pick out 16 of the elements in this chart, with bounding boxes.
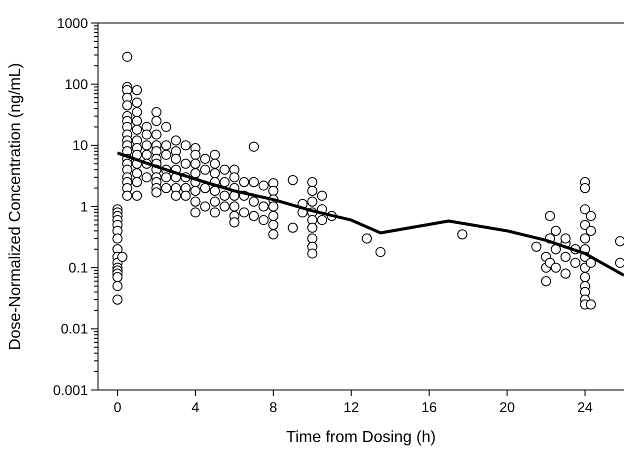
x-tick-label: 8: [269, 399, 278, 415]
x-tick-label: 24: [577, 399, 594, 415]
y-tick-label: 0.1: [68, 260, 88, 276]
x-tick-label: 0: [114, 399, 122, 415]
x-tick-label: 4: [192, 399, 200, 415]
y-tick-label: 100: [64, 76, 88, 92]
y-tick-label: 1: [80, 198, 88, 214]
y-tick-label: 0.001: [52, 382, 88, 398]
x-axis-title: Time from Dosing (h): [286, 429, 436, 446]
y-axis-title: Dose-Normalized Concentration (ng/mL): [7, 62, 24, 350]
x-tick-label: 16: [421, 399, 438, 415]
y-tick-label: 1000: [56, 14, 88, 31]
y-tick-label: 0.01: [60, 320, 88, 337]
x-tick-label: 20: [499, 399, 516, 415]
x-tick-label: 12: [343, 399, 360, 415]
y-tick-label: 10: [72, 137, 88, 154]
